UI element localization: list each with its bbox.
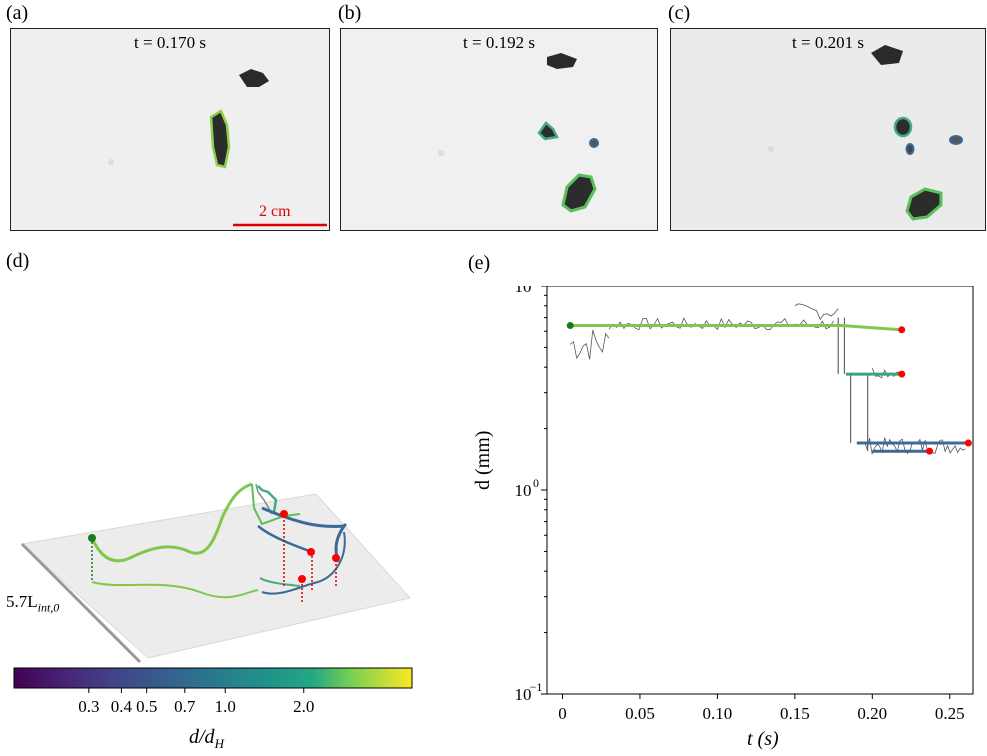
colorbar-tick-label: 0.3: [78, 697, 99, 716]
x-tick-label: 0.25: [935, 704, 965, 723]
bubble-outlined-a: [209, 109, 231, 169]
photo-c-drawing: [768, 45, 963, 221]
series-group: [570, 324, 969, 453]
trajectory-blue-mid: [257, 525, 313, 554]
start-marker: [566, 322, 574, 330]
colorbar-tick-label: 1.0: [215, 697, 236, 716]
raw-trace: [871, 368, 904, 379]
x-tick-label: 0.10: [703, 704, 733, 723]
photo-a-drawing: [108, 69, 327, 227]
chart-frame: [546, 286, 974, 695]
y-tick-exponent: −1: [530, 680, 543, 694]
y-axis-label: d (mm): [472, 430, 494, 490]
bubble-large-c: [905, 187, 943, 221]
y-axis-ticks: 10110010−1: [515, 286, 547, 704]
trajectory-branch-green: [251, 483, 301, 526]
end-marker-3d: [298, 575, 306, 583]
panel-label-c: (c): [668, 2, 691, 24]
colorbar-tick-label: 0.7: [174, 697, 196, 716]
x-axis-ticks: 0 0.05 0.10 0.15 0.20 0.25: [558, 694, 965, 723]
x-tick-label: 0.05: [625, 704, 655, 723]
panel-label-b: (b): [338, 2, 362, 24]
length-scale-line: [20, 542, 142, 664]
bubble-large-b: [561, 173, 597, 213]
trajectory-projection-green: [91, 581, 259, 599]
x-tick-label: 0.15: [780, 704, 810, 723]
raw-trace: [794, 303, 839, 321]
y-tick-exponent: 0: [533, 476, 539, 490]
trajectory-teal: [257, 485, 278, 513]
photo-b-drawing: [438, 53, 599, 213]
time-label-c: t = 0.201 s: [792, 33, 864, 52]
end-marker: [898, 370, 906, 378]
raw-trace: [608, 317, 834, 331]
bubble-small-c2: [949, 135, 963, 145]
y-tick-label: 10: [515, 481, 532, 500]
trajectory-projection-teal: [259, 577, 301, 587]
time-label-a: t = 0.170 s: [134, 33, 206, 52]
bubble-teal-b: [537, 121, 559, 141]
y-tick-label: 10: [515, 286, 532, 296]
photo-panel-c: t = 0.201 s: [670, 28, 986, 231]
colorbar: [13, 667, 413, 689]
trajectory-main-green: [90, 482, 253, 563]
background-speck: [768, 146, 774, 152]
panel-label-e: (e): [468, 252, 491, 274]
x-tick-label: 0: [558, 704, 567, 723]
end-marker: [926, 447, 934, 455]
scale-bar-label: 2 cm: [259, 203, 291, 220]
diameter-chart: 00.050.100.150.200.25 10110010−1: [515, 286, 974, 723]
bubble-teal-c: [893, 116, 913, 138]
length-scale-label: 5.7Lint,0: [6, 592, 60, 615]
photo-panel-a: t = 0.170 s 2 cm: [10, 28, 330, 231]
end-marker: [964, 439, 972, 447]
colorbar-tick-label: 0.4: [111, 697, 133, 716]
series-line: [570, 324, 902, 332]
x-tick-label: 0.20: [857, 704, 887, 723]
transition-line: [850, 374, 869, 452]
trajectory-gray-link: [255, 483, 273, 515]
panel-label-a: (a): [6, 2, 29, 24]
trajectory-projection-blue: [261, 531, 346, 595]
start-marker-3d: [88, 534, 96, 542]
colorbar-ticks: 0.3 0.4 0.5 0.7 1.0 2.0: [78, 688, 314, 716]
x-axis-label: t (s): [747, 728, 779, 750]
bubble-dark-c: [871, 45, 903, 65]
trajectory-3d-panel: 0.3 0.4 0.5 0.7 1.0 2.0: [13, 482, 413, 716]
floor-plane: [20, 493, 411, 659]
bubble-dark-b: [547, 53, 577, 69]
bubble-small-c1: [905, 143, 915, 155]
time-label-b: t = 0.192 s: [463, 33, 535, 52]
background-speck: [438, 150, 444, 156]
photo-panel-b: t = 0.192 s: [340, 28, 658, 231]
end-marker: [898, 326, 906, 334]
colorbar-tick-label: 2.0: [293, 697, 314, 716]
background-speck: [108, 159, 114, 165]
panel-label-d: (d): [6, 250, 30, 272]
colorbar-tick-label: 0.5: [136, 697, 157, 716]
bubble-small-b: [589, 138, 599, 148]
bubble-dark-a: [239, 69, 269, 87]
end-marker-3d: [280, 510, 288, 518]
raw-trace: [569, 329, 610, 360]
end-marker-3d: [307, 548, 315, 556]
end-marker-3d: [332, 554, 340, 562]
colorbar-label: d/dH: [189, 726, 224, 751]
y-tick-label: 10: [515, 685, 532, 704]
markers-group: [566, 322, 972, 455]
